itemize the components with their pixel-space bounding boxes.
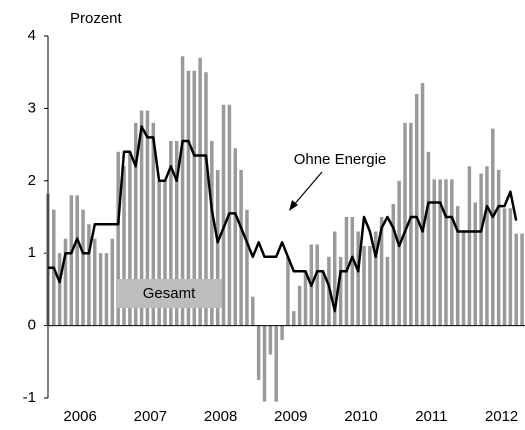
bar [292, 311, 296, 326]
x-tick-label: 2008 [204, 408, 237, 425]
bar [81, 209, 85, 326]
line-label: Ohne Energie [294, 151, 387, 168]
bar [169, 140, 173, 326]
bar [163, 180, 167, 326]
bar [520, 233, 524, 326]
bar [438, 179, 442, 326]
bar [104, 253, 109, 326]
bar [373, 231, 378, 326]
bar [350, 217, 355, 326]
bar [245, 209, 249, 326]
bar [204, 72, 208, 326]
bar [485, 166, 489, 326]
y-tick-label: 3 [28, 99, 36, 116]
bar [315, 244, 319, 326]
x-tick-label: 2007 [134, 408, 167, 425]
bar [186, 70, 191, 326]
bar [210, 140, 214, 326]
bar [409, 122, 413, 326]
y-tick-label: -1 [23, 389, 36, 406]
bar [514, 233, 518, 326]
bar [455, 206, 460, 326]
plot-area: -1 0 1 2 3 4 2006 2007 2008 2009 2010 2011 2012 [23, 27, 525, 425]
bar [87, 224, 91, 326]
bar [221, 104, 226, 326]
bar [239, 169, 243, 326]
bar [180, 56, 185, 326]
bar [491, 128, 495, 326]
x-tick-label: 2012 [485, 408, 518, 425]
bar [467, 166, 472, 326]
bar [63, 238, 68, 326]
bar [444, 179, 448, 326]
bar [338, 256, 343, 326]
bar [368, 245, 372, 326]
bar [432, 179, 437, 326]
y-axis-label: Prozent [70, 10, 123, 27]
y-tick-label: 2 [28, 172, 36, 189]
bar [215, 169, 220, 326]
legend-box [116, 279, 222, 308]
bar [75, 195, 79, 326]
bar [122, 166, 126, 326]
bar [274, 325, 278, 402]
bar [321, 271, 325, 326]
bar [198, 57, 202, 326]
bar [508, 208, 513, 326]
bar [280, 325, 284, 341]
bar [93, 238, 97, 326]
bar [133, 122, 138, 326]
bar [145, 110, 150, 326]
x-tick-label: 2011 [415, 408, 447, 425]
y-tick-label: 0 [28, 317, 36, 334]
line [47, 125, 518, 313]
bar [286, 256, 290, 326]
bar [403, 122, 407, 326]
bar [414, 93, 419, 326]
bar [502, 208, 507, 326]
bar [69, 195, 74, 326]
bar [157, 180, 161, 326]
bar [116, 151, 120, 326]
y-tick-label: 1 [28, 244, 36, 261]
bar [268, 325, 273, 355]
bar [473, 202, 477, 326]
bar [256, 325, 261, 380]
bar [303, 271, 308, 326]
bar [496, 169, 501, 326]
bar [450, 179, 454, 326]
y-tick-label: 4 [28, 27, 36, 44]
bar [151, 122, 156, 326]
bar [139, 110, 144, 326]
bar [461, 231, 466, 326]
annotation-arrow [292, 171, 323, 207]
bar [251, 296, 255, 326]
x-tick-label: 2006 [63, 408, 96, 425]
bar [192, 70, 197, 326]
x-tick-label: 2009 [274, 408, 307, 425]
arrow-head [289, 200, 298, 211]
bar [426, 151, 431, 326]
bar [174, 140, 179, 326]
bar [479, 173, 483, 326]
bar [110, 238, 115, 326]
bar [397, 180, 401, 326]
bar [333, 231, 337, 326]
bar [379, 217, 384, 326]
bar [233, 148, 237, 326]
bar [98, 253, 103, 326]
bar [297, 285, 302, 326]
bar [356, 231, 360, 326]
legend-label: Gesamt [143, 285, 196, 302]
bar [362, 245, 366, 326]
bar [57, 253, 62, 326]
bar [391, 203, 396, 326]
x-tick-label: 2010 [344, 408, 377, 425]
bar [262, 325, 267, 402]
bar [385, 256, 390, 326]
bar [420, 83, 425, 326]
bar [128, 151, 132, 326]
